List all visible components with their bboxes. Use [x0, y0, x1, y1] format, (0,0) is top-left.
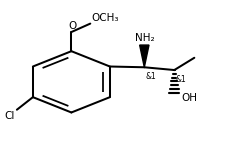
Text: O: O — [68, 21, 77, 31]
Text: NH₂: NH₂ — [135, 33, 154, 43]
Polygon shape — [140, 45, 149, 67]
Text: &1: &1 — [176, 75, 186, 84]
Text: OCH₃: OCH₃ — [91, 13, 119, 23]
Text: OH: OH — [181, 93, 197, 103]
Text: &1: &1 — [146, 72, 156, 81]
Text: Cl: Cl — [5, 111, 15, 121]
